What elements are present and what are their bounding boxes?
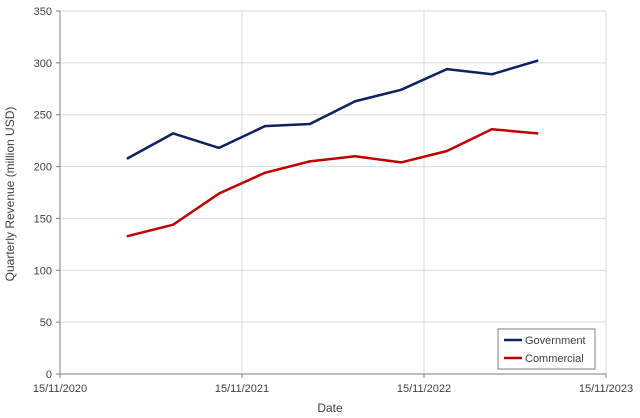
- y-tick-label: 200: [34, 162, 52, 174]
- y-tick-label: 250: [34, 110, 52, 122]
- legend-label-commercial: Commercial: [525, 353, 584, 365]
- data-point-commercial: [126, 234, 130, 238]
- data-point-commercial: [171, 223, 175, 226]
- y-tick-label: 150: [34, 213, 52, 225]
- y-tick-label: 300: [34, 58, 52, 70]
- data-point-commercial: [490, 128, 494, 131]
- data-point-commercial: [308, 160, 312, 163]
- data-point-government: [126, 157, 130, 160]
- data-point-government: [353, 100, 357, 103]
- y-tick-label: 100: [34, 265, 52, 277]
- data-point-commercial: [535, 132, 539, 135]
- data-point-government: [490, 73, 494, 76]
- data-point-commercial: [399, 161, 403, 164]
- axes: [59, 11, 606, 375]
- data-point-commercial: [263, 171, 267, 174]
- data-point-government: [399, 88, 403, 92]
- data-point-government: [308, 122, 312, 126]
- y-tick-label: 350: [34, 6, 52, 18]
- data-point-commercial: [353, 155, 357, 158]
- x-tick-label: 15/11/2023: [579, 383, 633, 395]
- series-line-commercial: [126, 127, 539, 238]
- legend-box: [497, 328, 596, 370]
- y-tick-label: 0: [46, 369, 52, 381]
- legend-label-government: Government: [525, 335, 586, 347]
- data-point-government: [535, 59, 539, 62]
- x-axis-ticks: 15/11/2020 15/11/2021 15/11/2022 15/11/2023: [33, 374, 633, 395]
- y-axis-ticks: 0 50 100 150 200 250 300 350: [34, 6, 60, 381]
- x-tick-label: 15/11/2020: [33, 383, 87, 395]
- data-point-commercial: [445, 149, 449, 153]
- gridlines: [60, 10, 607, 374]
- series-lines: [126, 59, 539, 238]
- x-tick-label: 15/11/2021: [215, 383, 269, 395]
- y-axis-label: Quarterly Revenue (million USD): [3, 107, 17, 282]
- y-tick-label: 50: [40, 317, 52, 329]
- data-point-government: [171, 132, 175, 135]
- series-line-government: [126, 59, 539, 160]
- data-point-government: [217, 146, 221, 150]
- legend: Government Commercial: [497, 328, 596, 370]
- data-point-commercial: [217, 192, 221, 195]
- data-point-government: [263, 124, 267, 128]
- x-axis-label: Date: [317, 401, 343, 415]
- x-tick-label: 15/11/2022: [397, 383, 451, 395]
- data-point-government: [445, 67, 449, 71]
